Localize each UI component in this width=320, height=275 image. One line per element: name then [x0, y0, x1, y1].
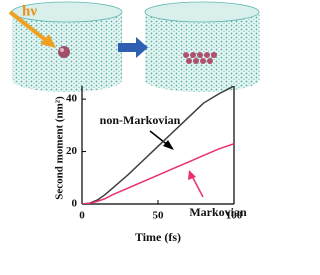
x-axis-label: Time (fs)	[135, 230, 181, 244]
nanotube-right	[144, 1, 260, 92]
y-tick-label: 40	[66, 93, 78, 105]
series-line	[82, 142, 234, 204]
photon-label: hν	[22, 3, 37, 19]
x-tick-label: 100	[226, 210, 243, 222]
y-axis-label: Second moment (nm²)	[54, 96, 66, 200]
annotation-arrow-head	[163, 140, 174, 150]
annotation-arrow	[191, 175, 204, 198]
photon-arrow-head	[40, 34, 56, 48]
nanotube-left	[11, 1, 123, 92]
figure: hν Time (fs) Second moment (nm²) 0 20 40 0 5…	[8, 1, 260, 244]
annotation-arrow-head	[188, 170, 196, 180]
y-tick-label: 20	[66, 145, 78, 157]
y-tick-label: 0	[72, 198, 78, 210]
process-arrow-head	[136, 37, 148, 58]
series-label: non-Markovian	[100, 113, 181, 127]
photon-arrow	[8, 10, 50, 44]
chart: Time (fs) Second moment (nm²) 0 20 40 0 50 10…	[54, 86, 247, 244]
series-line	[82, 86, 234, 204]
x-tick-label: 0	[79, 210, 85, 222]
illustration: hν	[8, 1, 260, 92]
series-label: Markovian	[189, 205, 247, 219]
plot-area	[82, 86, 234, 204]
process-arrow	[118, 43, 136, 52]
x-tick-label: 50	[153, 210, 165, 222]
